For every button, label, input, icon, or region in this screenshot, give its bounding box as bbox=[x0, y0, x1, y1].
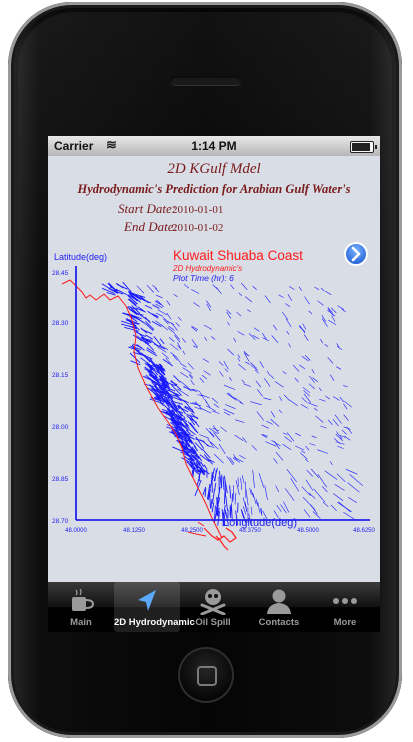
x-tick-label: 48.6250 bbox=[353, 528, 375, 534]
x-tick-label: 48.5000 bbox=[297, 528, 319, 534]
start-date-label: Start Date: bbox=[118, 201, 177, 216]
y-axis-ticks: 28.45 28.30 28.15 28.00 28.85 28.70 bbox=[52, 270, 69, 525]
tab-bar: Main 2D Hydrodynamic Oil Spill Contacts bbox=[48, 582, 380, 632]
plot-axes bbox=[75, 266, 370, 521]
home-button-icon bbox=[197, 666, 217, 686]
status-time: 1:14 PM bbox=[191, 139, 237, 153]
person-silhouette-icon bbox=[267, 589, 291, 614]
x-tick-label: 48.0000 bbox=[65, 528, 87, 534]
coastline bbox=[61, 279, 237, 551]
page-title: 2D KGulf Mdel bbox=[167, 161, 261, 177]
carrier-label: Carrier bbox=[54, 139, 94, 153]
y-tick-label: 28.30 bbox=[52, 320, 69, 327]
end-date-value: 2010-01-02 bbox=[172, 222, 224, 234]
current-vector-field bbox=[101, 281, 364, 527]
tab-oil-spill-label: Oil Spill bbox=[195, 617, 231, 628]
y-tick-label: 28.85 bbox=[52, 476, 69, 483]
x-axis-ticks: 48.0000 48.1250 48.2500 48.3750 48.5000 48.62… bbox=[65, 528, 375, 534]
tab-oil-spill[interactable]: Oil Spill bbox=[180, 582, 246, 632]
navigation-arrow-icon bbox=[138, 590, 156, 611]
detail-disclosure-button[interactable] bbox=[344, 242, 368, 266]
app-screen: Carrier ≋ 1:14 PM 2D KGulf Mdel Hydrodyn… bbox=[48, 136, 380, 632]
tab-2d-hydrodynamic-label: 2D Hydrodynamic bbox=[114, 617, 195, 628]
wifi-icon: ≋ bbox=[106, 137, 117, 152]
earpiece-speaker bbox=[171, 76, 241, 85]
more-dots-icon bbox=[333, 598, 357, 604]
home-button[interactable] bbox=[178, 647, 234, 703]
tab-main[interactable]: Main bbox=[48, 582, 114, 632]
y-tick-label: 28.45 bbox=[52, 270, 69, 277]
tab-contacts[interactable]: Contacts bbox=[246, 582, 312, 632]
tab-more[interactable]: More bbox=[312, 582, 378, 632]
x-tick-label: 48.3750 bbox=[239, 528, 261, 534]
y-tick-label: 28.00 bbox=[52, 424, 69, 431]
skull-crossbones-icon bbox=[200, 589, 226, 615]
tab-main-label: Main bbox=[70, 617, 92, 628]
x-tick-label: 48.1250 bbox=[123, 528, 145, 534]
battery-icon bbox=[350, 141, 377, 153]
tab-more-label: More bbox=[333, 617, 357, 628]
plot-time-label: Plot Time (hr): 6 bbox=[173, 273, 234, 283]
status-bar: Carrier ≋ 1:14 PM bbox=[48, 136, 380, 156]
y-tick-label: 28.15 bbox=[52, 372, 69, 379]
page-subtitle: Hydrodynamic's Prediction for Arabian Gu… bbox=[77, 182, 351, 196]
chevron-right-icon bbox=[351, 246, 361, 262]
y-tick-label: 28.70 bbox=[52, 518, 69, 525]
plot-title: Kuwait Shuaba Coast bbox=[173, 248, 303, 263]
x-axis-label: Longitude(deg) bbox=[223, 517, 297, 529]
coffee-cup-icon bbox=[72, 588, 95, 611]
start-date-value: 2010-01-01 bbox=[172, 204, 224, 216]
plot-subtitle-model: 2D Hydrodynamic's bbox=[172, 264, 242, 273]
tab-2d-hydrodynamic[interactable]: 2D Hydrodynamic bbox=[114, 582, 195, 632]
x-tick-label: 48.2500 bbox=[181, 528, 203, 534]
tab-contacts-label: Contacts bbox=[258, 617, 300, 628]
end-date-label: End Date: bbox=[124, 219, 178, 234]
y-axis-label: Latitude(deg) bbox=[54, 252, 107, 262]
